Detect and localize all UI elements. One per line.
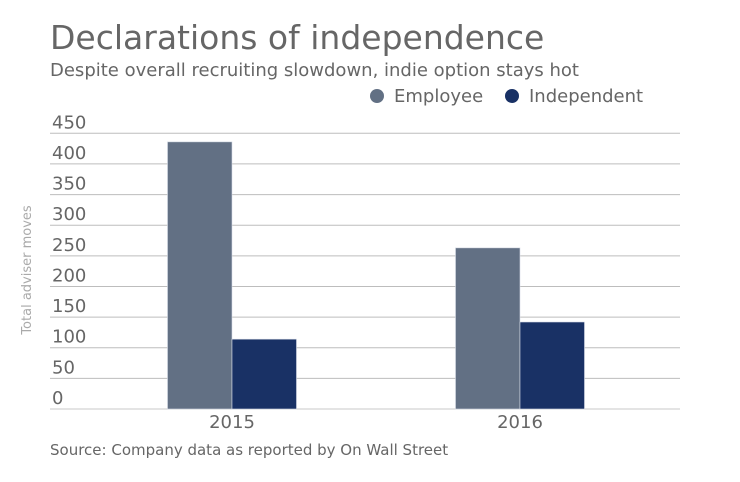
y-tick-label: 250 — [52, 235, 86, 256]
y-axis-label: Total adviser moves — [20, 205, 35, 336]
chart-title: Declarations of independence — [50, 18, 545, 57]
legend-label-employee: Employee — [394, 86, 483, 107]
legend-marker-independent — [505, 89, 519, 103]
y-tick-label: 100 — [52, 327, 86, 348]
y-tick-label: 450 — [52, 112, 86, 133]
y-tick-label: 150 — [52, 296, 86, 317]
y-tick-label: 400 — [52, 143, 86, 164]
x-tick-label: 2016 — [497, 412, 543, 433]
y-tick-label: 50 — [52, 357, 75, 378]
y-tick-label: 0 — [52, 388, 63, 409]
y-tick-label: 200 — [52, 265, 86, 286]
bar-independent-2015 — [231, 338, 297, 410]
bar-employee-2016 — [455, 247, 521, 410]
bar-employee-2015 — [167, 141, 233, 410]
y-tick-label: 300 — [52, 204, 86, 225]
chart-subtitle: Despite overall recruiting slowdown, ind… — [50, 60, 579, 81]
y-tick-label: 350 — [52, 174, 86, 195]
bar-independent-2016 — [519, 321, 585, 410]
source-note: Source: Company data as reported by On W… — [50, 441, 449, 459]
x-tick-label: 2015 — [209, 412, 255, 433]
legend-label-independent: Independent — [529, 86, 643, 107]
legend-marker-employee — [370, 89, 384, 103]
